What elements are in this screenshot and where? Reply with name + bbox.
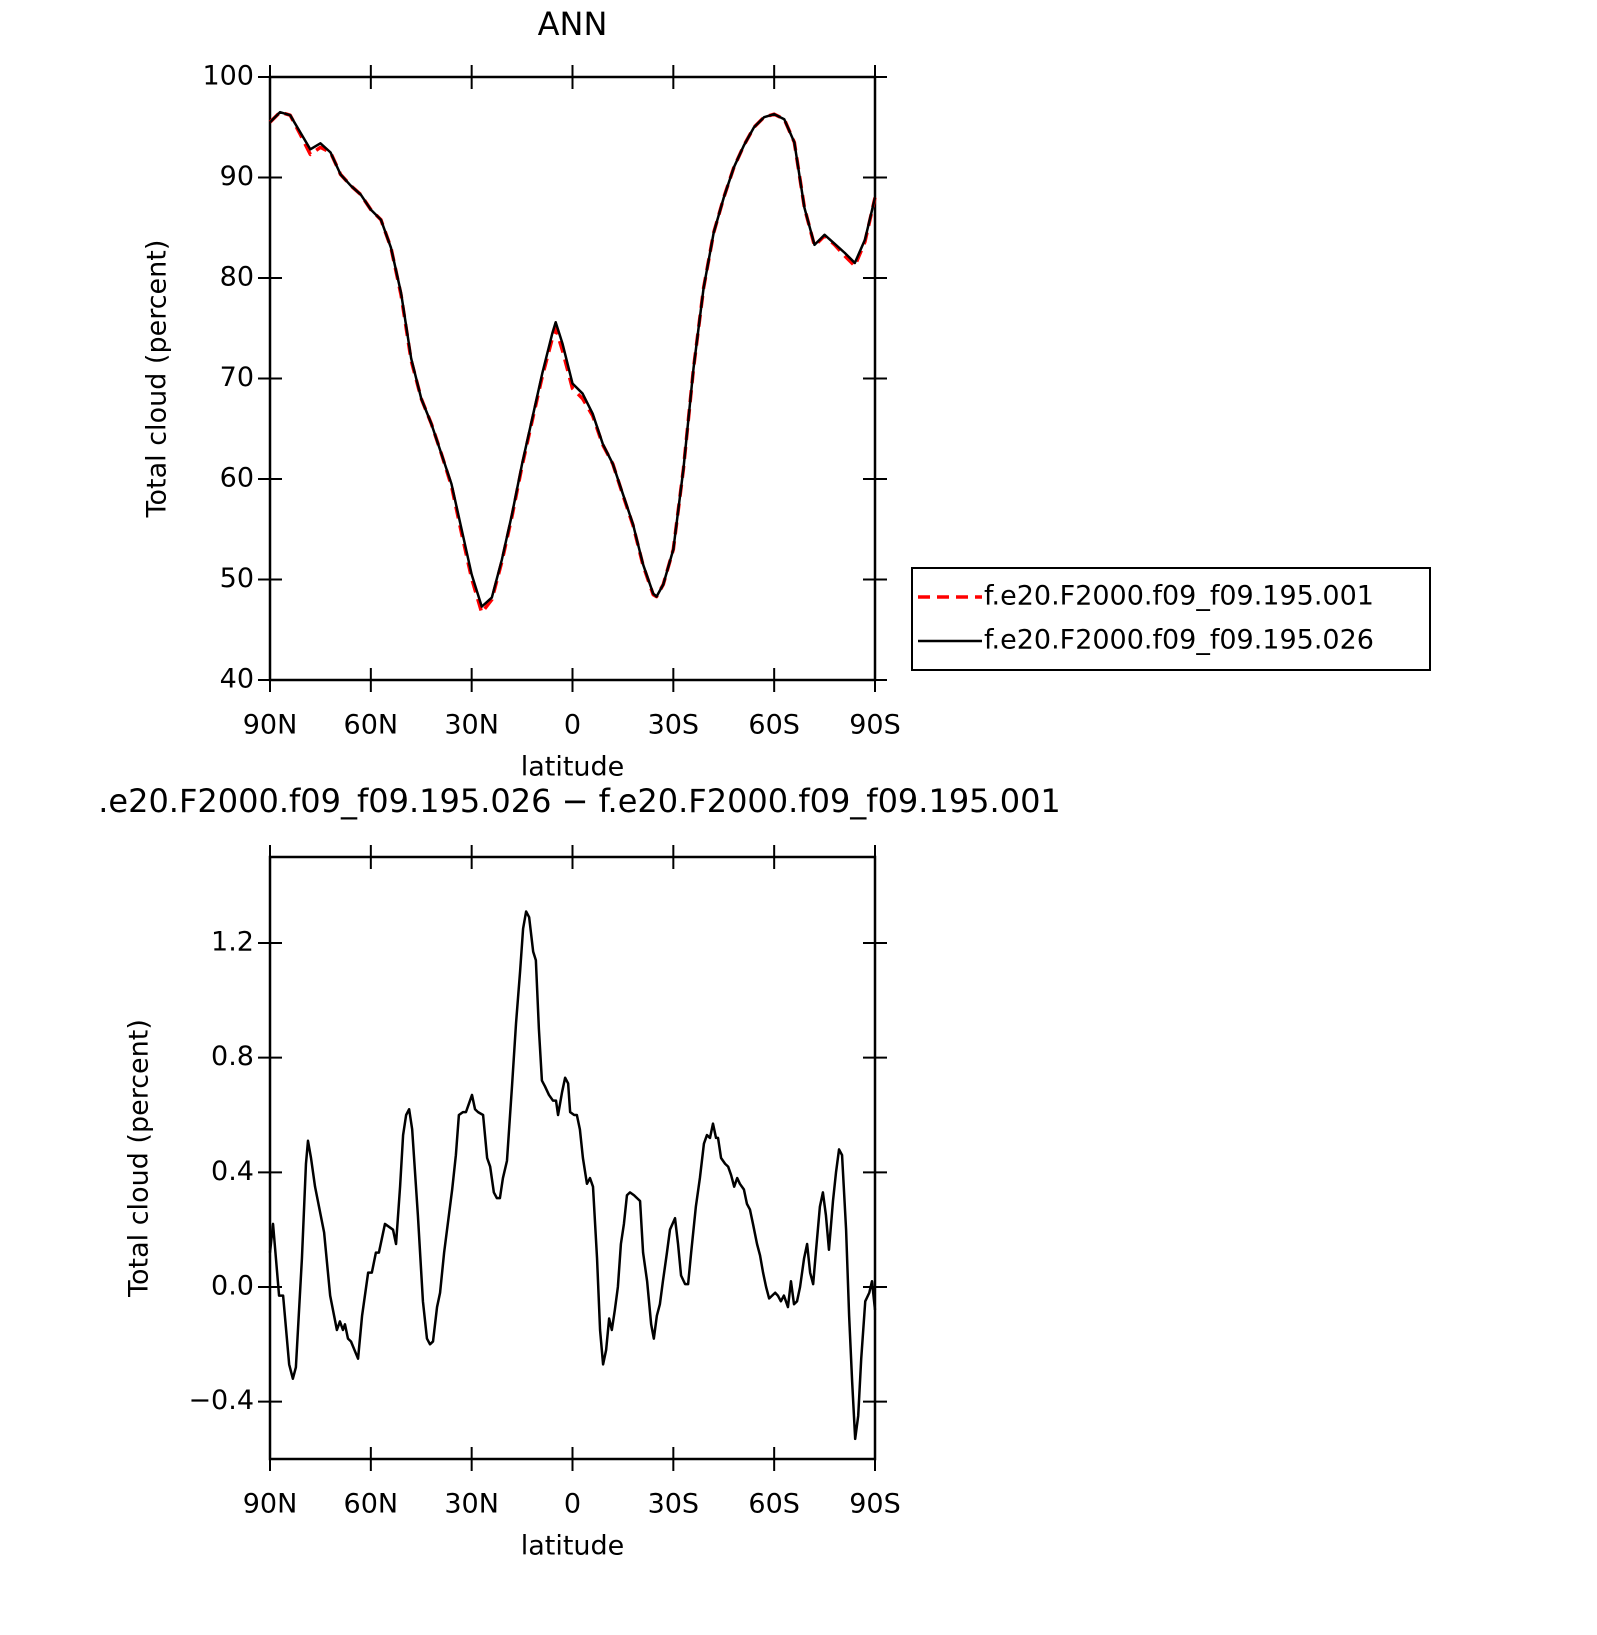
x-tick-label: 30S [648,710,700,741]
x-tick-label: 60N [344,1489,399,1520]
y-axis-label: Total cloud (percent) [142,240,173,519]
legend-label: f.e20.F2000.f09_f09.195.001 [984,581,1374,612]
x-tick-label: 90S [849,1489,901,1520]
x-tick-label: 30N [444,710,499,741]
x-tick-label: 30N [444,1489,499,1520]
y-tick-label: 0.0 [211,1271,254,1302]
chart-title: ANN [538,5,608,43]
x-axis-label: latitude [521,1531,625,1562]
x-tick-label: 90N [243,1489,298,1520]
y-tick-label: 90 [220,161,254,192]
x-tick-label: 60S [748,710,800,741]
series-line [269,110,877,608]
x-tick-label: 0 [564,1489,581,1520]
x-tick-label: 60S [748,1489,800,1520]
y-tick-label: 40 [220,664,254,695]
series-line [268,110,877,615]
y-tick-label: 1.2 [211,927,254,958]
x-tick-label: 90S [849,710,901,741]
y-tick-label: 50 [220,563,254,594]
legend-label: f.e20.F2000.f09_f09.195.026 [984,625,1374,656]
x-tick-label: 30S [648,1489,700,1520]
x-tick-label: 0 [564,710,581,741]
y-axis-label: Total cloud (percent) [124,1019,155,1298]
y-tick-label: −0.4 [188,1385,254,1416]
x-axis-label: latitude [521,752,625,783]
x-tick-label: 60N [344,710,399,741]
y-tick-label: 80 [220,262,254,293]
y-tick-label: 60 [220,463,254,494]
legend-box [911,567,1431,671]
series-line [268,910,877,1441]
y-tick-label: 100 [202,61,254,92]
y-tick-label: 70 [220,362,254,393]
y-tick-label: 0.4 [211,1156,254,1187]
x-tick-label: 90N [243,710,298,741]
y-tick-label: 0.8 [211,1041,254,1072]
plot-frame [268,855,877,1461]
chart-title: .e20.F2000.f09_f09.195.026 − f.e20.F2000… [98,782,1061,820]
